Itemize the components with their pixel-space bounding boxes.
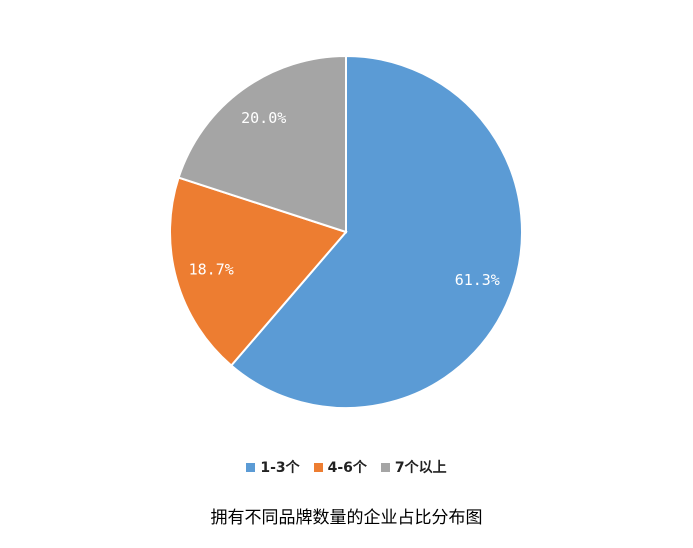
pie-slices <box>168 54 523 409</box>
legend-swatch-4-6 <box>313 462 323 472</box>
data-label-7-plus: 20.0% <box>241 109 286 127</box>
data-label-4-6: 18.7% <box>189 260 234 278</box>
legend-item-1-3[interactable]: 1-3个 <box>246 457 300 477</box>
legend-label-1-3: 1-3个 <box>260 460 300 476</box>
legend-swatch-7-plus <box>380 462 390 472</box>
pie-slice-1-3[interactable] <box>229 54 523 409</box>
pie-slice-4-6[interactable] <box>168 176 348 367</box>
legend: 1-3个 4-6个 7个以上 <box>0 456 693 478</box>
legend-label-7-plus: 7个以上 <box>394 460 447 476</box>
legend-item-7-plus[interactable]: 7个以上 <box>380 457 447 477</box>
legend-swatch-1-3 <box>246 462 256 472</box>
pie-data-labels: 61.3% 18.7% 20.0% <box>189 109 500 289</box>
data-label-1-3: 61.3% <box>455 271 500 289</box>
legend-item-4-6[interactable]: 4-6个 <box>313 457 367 477</box>
pie-slice-7-plus[interactable] <box>177 54 347 234</box>
legend-label-4-6: 4-6个 <box>327 460 367 476</box>
chart-caption: 拥有不同品牌数量的企业占比分布图 <box>210 508 483 528</box>
